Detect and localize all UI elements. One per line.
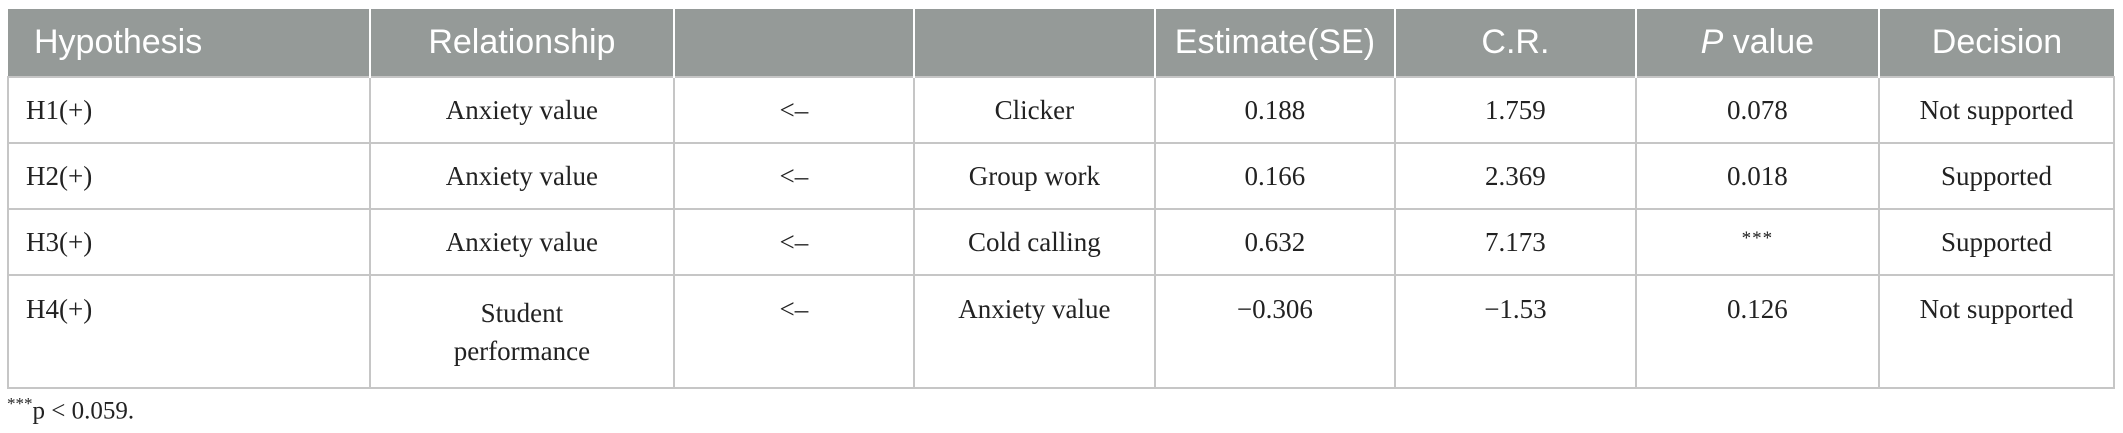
cell-dependent: Anxiety value [369, 76, 675, 144]
hypothesis-results-table: Hypothesis Relationship Estimate(SE) C.R… [6, 9, 2115, 389]
cell-p-value: *** [1634, 208, 1881, 276]
cell-dependent-line1: Student [480, 297, 564, 328]
cell-arrow: <– [672, 274, 916, 389]
cell-cr: 1.759 [1394, 76, 1637, 144]
table-row: H2(+) Anxiety value <– Group work 0.166 … [6, 142, 2115, 210]
header-p-value: P value [1635, 9, 1881, 77]
table-row: H4(+) Student performance <– Anxiety valu… [6, 274, 2115, 389]
cell-p-value: 0.126 [1634, 274, 1881, 389]
table-row: H1(+) Anxiety value <– Clicker 0.188 1.7… [6, 76, 2115, 144]
header-decision: Decision [1879, 9, 2114, 77]
cell-estimate: −0.306 [1153, 274, 1397, 389]
header-cr: C.R. [1395, 9, 1637, 77]
cell-independent: Group work [913, 142, 1156, 210]
cell-independent: Cold calling [913, 208, 1156, 276]
cell-decision: Supported [1878, 142, 2115, 210]
table-footnote: ***p < 0.059. [7, 394, 134, 425]
cell-estimate: 0.166 [1153, 142, 1397, 210]
cell-p-value: 0.078 [1634, 76, 1881, 144]
cell-decision: Supported [1878, 208, 2115, 276]
cell-decision: Not supported [1878, 76, 2115, 144]
header-relationship: Relationship [370, 9, 675, 77]
cell-estimate: 0.188 [1153, 76, 1397, 144]
header-hypothesis: Hypothesis [8, 9, 372, 77]
cell-arrow: <– [672, 208, 916, 276]
cell-independent: Clicker [913, 76, 1156, 144]
cell-arrow: <– [672, 76, 916, 144]
cell-decision: Not supported [1878, 274, 2115, 389]
cell-hypothesis: H3(+) [6, 208, 372, 276]
cell-cr: 2.369 [1394, 142, 1637, 210]
significance-stars: *** [1741, 228, 1774, 249]
header-estimate: Estimate(SE) [1154, 9, 1397, 77]
cell-estimate: 0.632 [1153, 208, 1397, 276]
cell-hypothesis: H4(+) [6, 274, 372, 389]
cell-independent: Anxiety value [913, 274, 1156, 389]
header-row: Hypothesis Relationship Estimate(SE) C.R… [8, 9, 2114, 77]
cell-dependent: Anxiety value [369, 208, 675, 276]
footnote-text: p < 0.059. [32, 397, 135, 425]
cell-p-value: 0.018 [1634, 142, 1881, 210]
cell-arrow: <– [672, 142, 916, 210]
header-blank-arrow [673, 9, 916, 77]
cell-hypothesis: H2(+) [6, 142, 372, 210]
footnote-marker: *** [7, 394, 33, 413]
header-blank-independent [914, 9, 1156, 77]
cell-dependent: Anxiety value [369, 142, 675, 210]
header-p-rest: value [1723, 23, 1815, 61]
cell-dependent: Student performance [369, 274, 675, 389]
cell-dependent-line2: performance [453, 335, 591, 366]
cell-cr: 7.173 [1394, 208, 1637, 276]
header-p-italic: P [1700, 23, 1724, 61]
cell-cr: −1.53 [1394, 274, 1637, 389]
table-row: H3(+) Anxiety value <– Cold calling 0.63… [6, 208, 2115, 276]
results-table-container: Hypothesis Relationship Estimate(SE) C.R… [6, 9, 2115, 389]
cell-hypothesis: H1(+) [6, 76, 372, 144]
